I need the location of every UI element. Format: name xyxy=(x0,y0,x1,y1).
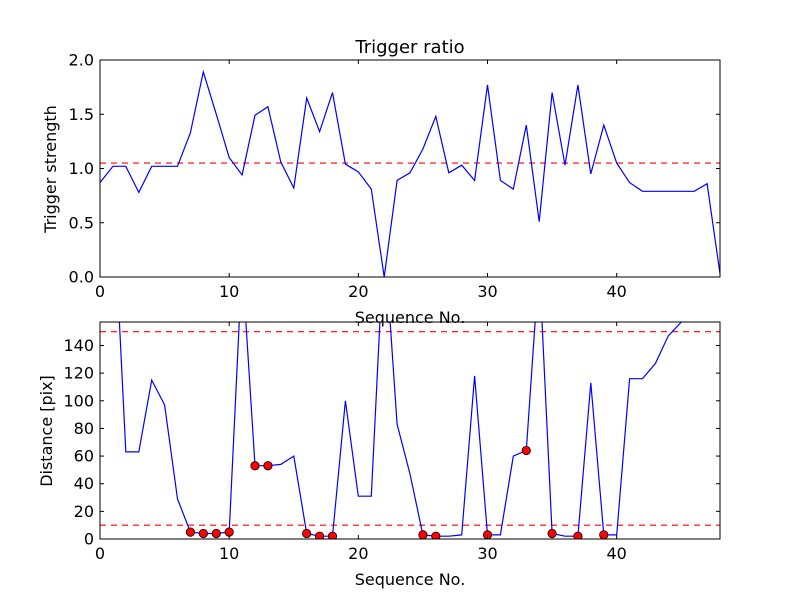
y-tick-label: 2.0 xyxy=(69,51,94,70)
x-tick-label: 30 xyxy=(477,544,497,563)
y-tick-label: 140 xyxy=(63,336,94,355)
data-point-marker xyxy=(302,528,312,539)
data-point-marker xyxy=(250,461,260,471)
plot-frame xyxy=(99,321,721,540)
data-point-marker xyxy=(431,531,441,539)
series-line xyxy=(118,322,682,537)
data-point-marker xyxy=(599,530,609,539)
plot-area xyxy=(100,69,720,277)
x-tick-label: 0 xyxy=(95,282,105,301)
x-tick-label: 40 xyxy=(606,544,626,563)
data-point-marker xyxy=(198,528,208,539)
data-point-marker xyxy=(418,530,428,539)
y-tick-label: 20 xyxy=(74,502,94,521)
data-point-marker xyxy=(314,531,325,539)
data-point-marker xyxy=(185,527,196,537)
x-axis-label: Sequence No. xyxy=(355,308,466,327)
x-tick-label: 10 xyxy=(219,544,239,563)
y-tick-label: 40 xyxy=(74,474,94,493)
y-tick-label: 100 xyxy=(63,391,94,410)
y-tick-label: 60 xyxy=(74,447,94,466)
y-tick-label: 0.0 xyxy=(69,268,94,287)
plot-area xyxy=(100,322,720,539)
data-point-marker xyxy=(547,528,557,539)
series-line xyxy=(100,69,720,277)
chart-title: Trigger ratio xyxy=(354,37,464,58)
x-tick-label: 40 xyxy=(606,282,626,301)
y-tick-label: 0 xyxy=(84,530,94,549)
data-point-marker xyxy=(327,531,338,539)
y-axis-label: Trigger strength xyxy=(41,105,60,234)
y-tick-label: 80 xyxy=(74,419,94,438)
x-tick-label: 10 xyxy=(219,282,239,301)
plot-frame xyxy=(99,59,721,278)
y-tick-label: 1.5 xyxy=(69,105,94,124)
data-point-marker xyxy=(573,531,583,539)
y-tick-label: 120 xyxy=(63,364,94,383)
data-point-marker xyxy=(263,461,273,471)
y-tick-label: 0.5 xyxy=(69,213,94,232)
x-axis-label: Sequence No. xyxy=(355,570,466,589)
data-point-marker xyxy=(482,530,493,539)
x-tick-label: 30 xyxy=(477,282,497,301)
x-tick-label: 20 xyxy=(348,544,368,563)
x-tick-label: 0 xyxy=(95,544,105,563)
data-point-marker xyxy=(521,445,531,456)
data-point-marker xyxy=(211,528,221,539)
y-tick-label: 1.0 xyxy=(69,159,94,178)
trigger-ratio-chart: Trigger ratio Sequence No. Trigger stren… xyxy=(41,37,721,327)
y-axis-label: Distance [pix] xyxy=(37,375,56,487)
distance-chart: Sequence No. Distance [pix] 0 10 20 30 40 0 20… xyxy=(37,321,721,589)
x-tick-label: 20 xyxy=(348,282,368,301)
